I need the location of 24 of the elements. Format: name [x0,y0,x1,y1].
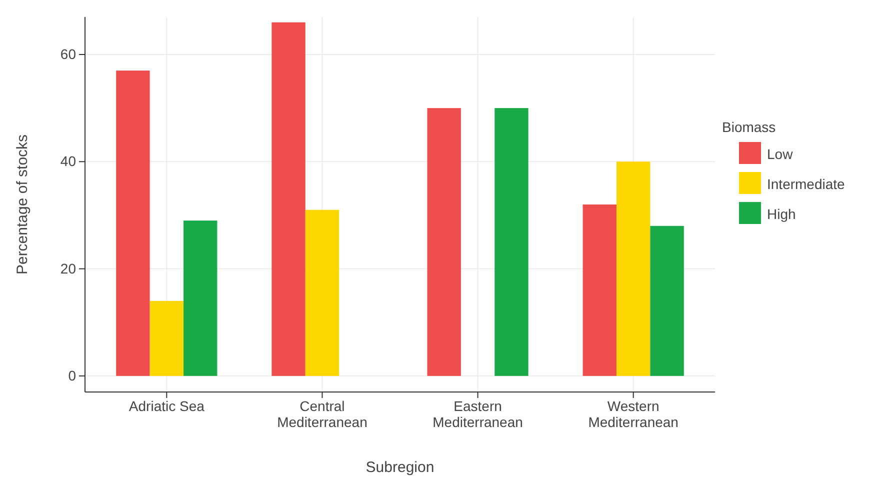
legend-label: High [767,206,796,222]
y-tick-label: 40 [60,153,76,170]
bar [272,22,306,376]
y-axis-title: Percentage of stocks [14,134,31,275]
x-tick-label: Western Mediterranean [588,398,678,430]
legend-title: Biomass [722,119,776,135]
x-tick-label: Central Mediterranean [277,398,368,430]
bar [184,220,218,376]
x-tick-label: Eastern Mediterranean [432,398,523,430]
x-tick-label: Adriatic Sea [128,398,205,414]
y-tick-label: 60 [60,46,76,62]
x-axis-title: Subregion [366,459,434,476]
legend-label: Low [767,146,794,162]
y-tick-label: 20 [60,260,76,276]
legend-label: Intermediate [767,176,846,192]
bar [494,108,528,376]
bar [582,204,616,376]
bar [150,300,184,376]
bar [650,226,684,376]
bar [427,108,461,376]
y-tick-label: 0 [68,367,76,384]
bar [116,70,150,376]
bar [616,162,650,376]
bar [305,210,340,376]
